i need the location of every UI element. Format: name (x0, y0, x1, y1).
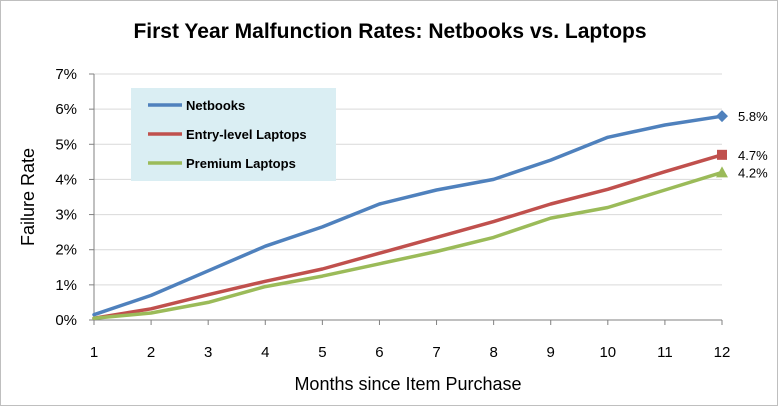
series-line (92, 114, 724, 317)
y-tick-label: 1% (55, 277, 77, 294)
x-tick-label: 5 (318, 344, 326, 361)
y-tick-label: 6% (55, 101, 77, 118)
x-tick-label: 8 (489, 344, 497, 361)
x-tick-label: 10 (599, 344, 616, 361)
legend-label: Netbooks (186, 98, 245, 113)
series-line (92, 170, 724, 320)
legend-items: Netbooks Entry-level Laptops Premium Lapto… (148, 98, 307, 171)
x-tick-label: 7 (432, 344, 440, 361)
x-tick-label: 11 (657, 344, 673, 361)
y-tick-label: 2% (55, 242, 77, 259)
y-tick-label: 5% (55, 136, 77, 153)
y-tick-labels: 0% 1% 2% 3% 4% 5% 6% 7% (55, 66, 77, 329)
x-tick-label: 9 (547, 344, 555, 361)
end-marker-triangle (716, 166, 728, 178)
legend-label: Premium Laptops (186, 156, 296, 171)
x-tick-label: 4 (261, 344, 269, 361)
x-tick-label: 6 (375, 344, 383, 361)
legend-label: Entry-level Laptops (186, 127, 307, 142)
y-tick-label: 0% (55, 312, 77, 329)
x-tick-labels: 1 2 3 4 5 6 7 8 9 10 11 12 (90, 320, 731, 361)
x-axis-title: Months since Item Purchase (294, 374, 521, 394)
end-value-label: 4.7% (738, 148, 768, 163)
y-tick-label: 7% (55, 66, 77, 83)
end-value-label: 4.2% (738, 165, 768, 180)
end-labels: 5.8% 4.7% 4.2% (738, 109, 768, 180)
x-tick-label: 1 (90, 344, 98, 361)
x-tick-label: 2 (147, 344, 155, 361)
end-value-label: 5.8% (738, 109, 768, 124)
legend: Netbooks Entry-level Laptops Premium Lapto… (131, 88, 336, 181)
x-tick-label: 12 (714, 344, 731, 361)
chart-title: First Year Malfunction Rates: Netbooks v… (133, 20, 646, 43)
y-tick-label: 3% (55, 207, 77, 224)
end-marker-diamond (716, 110, 728, 123)
axes (93, 74, 722, 321)
y-tick-label: 4% (55, 171, 77, 188)
series-lines (92, 114, 724, 320)
series-line (92, 153, 724, 320)
x-tick-label: 3 (204, 344, 212, 361)
y-axis-title: Failure Rate (18, 148, 38, 246)
end-markers (716, 110, 728, 178)
end-marker-square (717, 149, 727, 160)
